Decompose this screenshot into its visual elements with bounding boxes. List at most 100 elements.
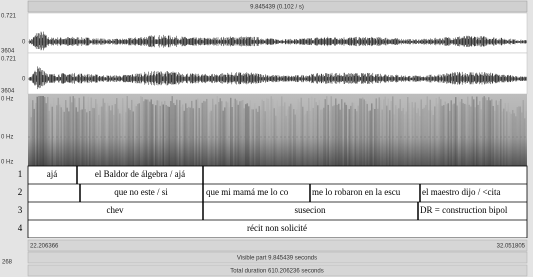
- tier-number[interactable]: 4: [18, 223, 23, 233]
- spectrogram-column: [497, 105, 499, 166]
- spectrogram-column: [260, 110, 262, 166]
- interval-text[interactable]: susecion: [295, 205, 326, 215]
- interval-text[interactable]: chev: [107, 205, 124, 215]
- spectrogram-column: [175, 105, 177, 166]
- spectrogram-column: [106, 111, 108, 166]
- spectrogram-column: [403, 108, 405, 166]
- spectrogram-column: [100, 107, 102, 166]
- spectrogram-column: [88, 97, 90, 166]
- spectrogram-column: [217, 96, 219, 166]
- interval-text[interactable]: DR = construction bipol: [420, 205, 508, 215]
- spectrogram-column: [458, 97, 460, 166]
- spectrogram-column: [508, 103, 510, 166]
- visible-part: Visible part 9.845439 seconds: [237, 256, 317, 262]
- spectrogram-column: [130, 110, 132, 166]
- spectrogram-column: [265, 111, 267, 166]
- interval-text[interactable]: me lo robaron en la escu: [312, 187, 401, 197]
- spectrogram-column: [304, 115, 306, 166]
- spectrogram-column: [502, 112, 504, 166]
- spectrogram-column: [196, 100, 198, 166]
- tier-number[interactable]: 2: [18, 187, 23, 197]
- spectrogram-column: [349, 109, 351, 166]
- spectrogram-column: [181, 107, 183, 166]
- spectrogram-column: [155, 105, 157, 166]
- spectrogram-column: [61, 107, 63, 166]
- spectrogram-column: [38, 96, 40, 166]
- spectrogram-column: [446, 104, 448, 166]
- spectrogram-column: [257, 112, 259, 166]
- spectrogram-column: [176, 100, 178, 166]
- spectrogram-column: [146, 100, 148, 167]
- spectrogram-column: [479, 101, 481, 166]
- spectrogram-column: [406, 112, 408, 166]
- interval-text[interactable]: el Baldor de álgebra / ajá: [95, 169, 185, 179]
- spectrogram-column: [404, 114, 406, 166]
- spectrogram-column: [356, 111, 358, 166]
- spectrogram-column: [251, 109, 253, 166]
- spectrogram-column: [34, 109, 36, 166]
- spectrogram-column: [278, 106, 280, 166]
- spectrogram-column: [194, 109, 196, 167]
- spectrogram-column: [202, 103, 204, 166]
- selection-duration: 9.845439 (0.102 / s): [250, 5, 304, 11]
- interval-text[interactable]: ajá: [47, 169, 58, 179]
- spectrogram-column: [52, 107, 54, 166]
- spectrogram-column: [43, 96, 45, 166]
- spectrogram-column: [248, 106, 250, 166]
- interval-text[interactable]: el maestro dijo / <cita: [422, 187, 501, 197]
- spectrogram-column: [343, 108, 345, 166]
- spectrogram-column: [293, 109, 295, 166]
- spectrogram-column: [442, 106, 444, 166]
- visible-range-bar[interactable]: [28, 240, 527, 251]
- spectrogram-column: [161, 102, 163, 166]
- spectrogram-column: [368, 111, 370, 166]
- waveform-area: [28, 53, 527, 94]
- spectrogram-column: [221, 101, 223, 166]
- spectrogram-column: [409, 103, 411, 166]
- spectrogram-column: [229, 107, 231, 166]
- spectrogram-column: [365, 101, 367, 166]
- interval-text[interactable]: que no este / si: [114, 187, 168, 197]
- spectrogram-column: [469, 105, 471, 166]
- spectrogram-column: [500, 99, 502, 166]
- spectrogram-column: [415, 102, 417, 166]
- spectrogram-column: [452, 104, 454, 166]
- spectrogram-column: [223, 111, 225, 166]
- spectrogram-column: [151, 99, 153, 166]
- spectrogram-column: [97, 104, 99, 166]
- spectrogram-column: [163, 105, 165, 167]
- spectrogram-column: [259, 106, 261, 166]
- spectrogram-column: [211, 111, 213, 166]
- spectrogram-column: [380, 100, 382, 166]
- spectrogram-column: [394, 114, 396, 166]
- spectrogram-column: [224, 107, 226, 166]
- interval-text[interactable]: que mi mamá me lo co: [206, 187, 289, 197]
- spectrogram-column: [41, 96, 43, 166]
- spectrogram-column: [262, 100, 264, 166]
- spectrogram-column: [482, 97, 484, 166]
- spectrogram-column: [367, 104, 369, 166]
- spectrogram-column: [191, 101, 193, 166]
- spectrogram-column: [209, 112, 211, 166]
- spectrogram-column: [457, 106, 459, 167]
- spectrogram-column: [443, 105, 445, 166]
- spectrogram-column: [310, 111, 312, 166]
- spectrogram-column: [296, 110, 298, 166]
- tier-number[interactable]: 3: [18, 205, 23, 215]
- tier-number[interactable]: 1: [18, 169, 23, 179]
- spectrogram-column: [517, 107, 519, 166]
- spectrogram-column: [308, 98, 310, 166]
- spectrogram-column: [335, 99, 337, 167]
- spectrogram-column: [220, 98, 222, 166]
- spectrogram-column: [62, 110, 64, 166]
- spectrogram-column: [73, 96, 75, 166]
- interval-text[interactable]: récit non solicité: [247, 223, 307, 233]
- spectrogram-column: [331, 96, 333, 166]
- spectrogram-column: [271, 96, 273, 166]
- spectrogram-column: [407, 97, 409, 166]
- spectrogram-column: [461, 99, 463, 166]
- spectrogram-column: [242, 100, 244, 166]
- spectrogram-column: [382, 110, 384, 166]
- spectrogram-column: [287, 109, 289, 166]
- spectrogram-column: [430, 100, 432, 166]
